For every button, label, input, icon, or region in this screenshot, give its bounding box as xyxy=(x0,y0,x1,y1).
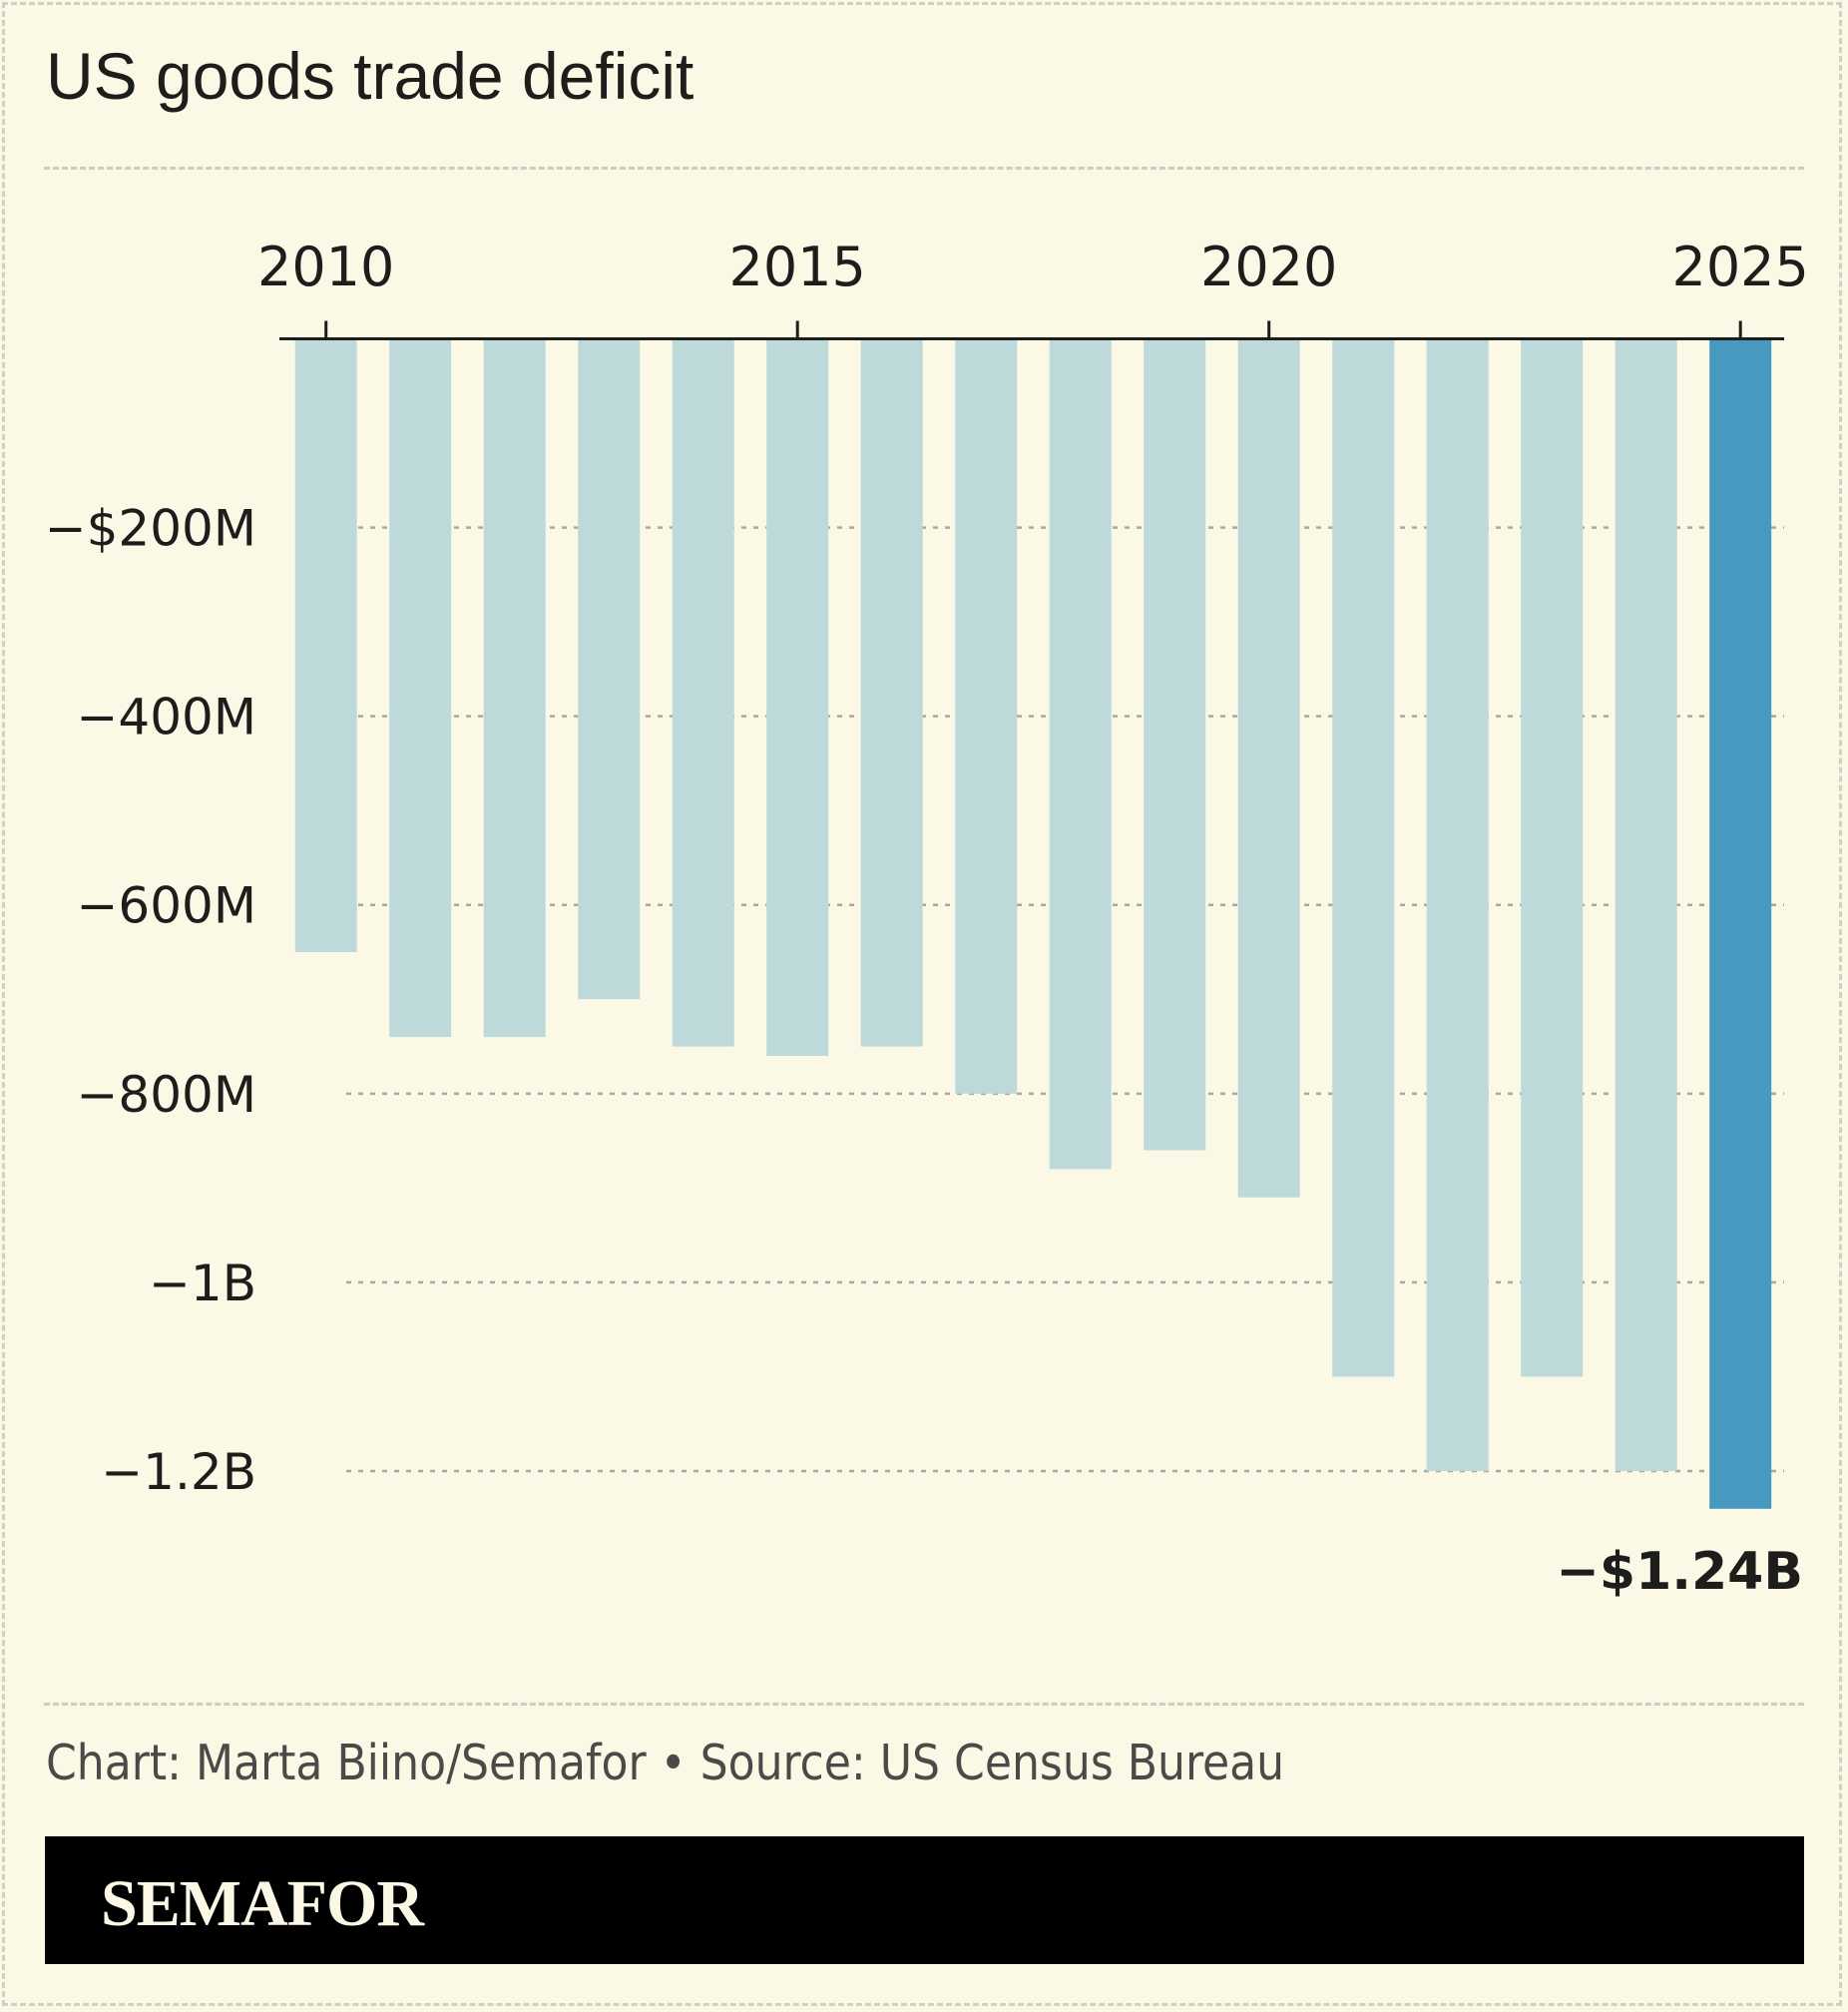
y-tick-label: −800M xyxy=(77,1066,256,1124)
brand-bar: SEMAFOR xyxy=(45,1836,1804,1964)
bar-2021 xyxy=(1332,338,1395,1377)
y-tick-label: −400M xyxy=(77,689,256,747)
bar-2024 xyxy=(1615,338,1677,1471)
semafor-logo: SEMAFOR xyxy=(101,1867,424,1940)
bar-2017 xyxy=(955,338,1018,1094)
y-tick-label: −1B xyxy=(149,1255,256,1312)
data-label-2025: −$1.24B xyxy=(1556,1542,1803,1602)
bar-2014 xyxy=(672,338,734,1047)
bottom-divider xyxy=(44,1703,1804,1706)
x-tick-label: 2015 xyxy=(728,236,865,298)
y-tick-label: −$200M xyxy=(45,500,256,558)
bar-2023 xyxy=(1521,338,1584,1377)
chart-title: US goods trade deficit xyxy=(46,39,694,113)
top-divider xyxy=(44,167,1804,170)
x-tick-label: 2010 xyxy=(257,236,394,298)
source-credit: Chart: Marta Biino/Semafor • Source: US … xyxy=(46,1735,1285,1791)
bar-2018 xyxy=(1049,338,1112,1170)
y-tick-label: −600M xyxy=(77,877,256,935)
bar-2019 xyxy=(1144,338,1206,1151)
x-tick-label: 2025 xyxy=(1671,236,1808,298)
bar-2011 xyxy=(389,338,452,1038)
bar-2013 xyxy=(578,338,641,1000)
bar-2015 xyxy=(766,338,829,1057)
bar-2025 xyxy=(1709,338,1772,1509)
y-tick-label: −1.2B xyxy=(101,1443,256,1501)
bar-2016 xyxy=(860,338,923,1047)
bar-2012 xyxy=(483,338,546,1038)
bar-2022 xyxy=(1426,338,1489,1471)
x-tick-label: 2020 xyxy=(1200,236,1337,298)
bar-2010 xyxy=(294,338,357,953)
bar-2020 xyxy=(1237,338,1300,1198)
